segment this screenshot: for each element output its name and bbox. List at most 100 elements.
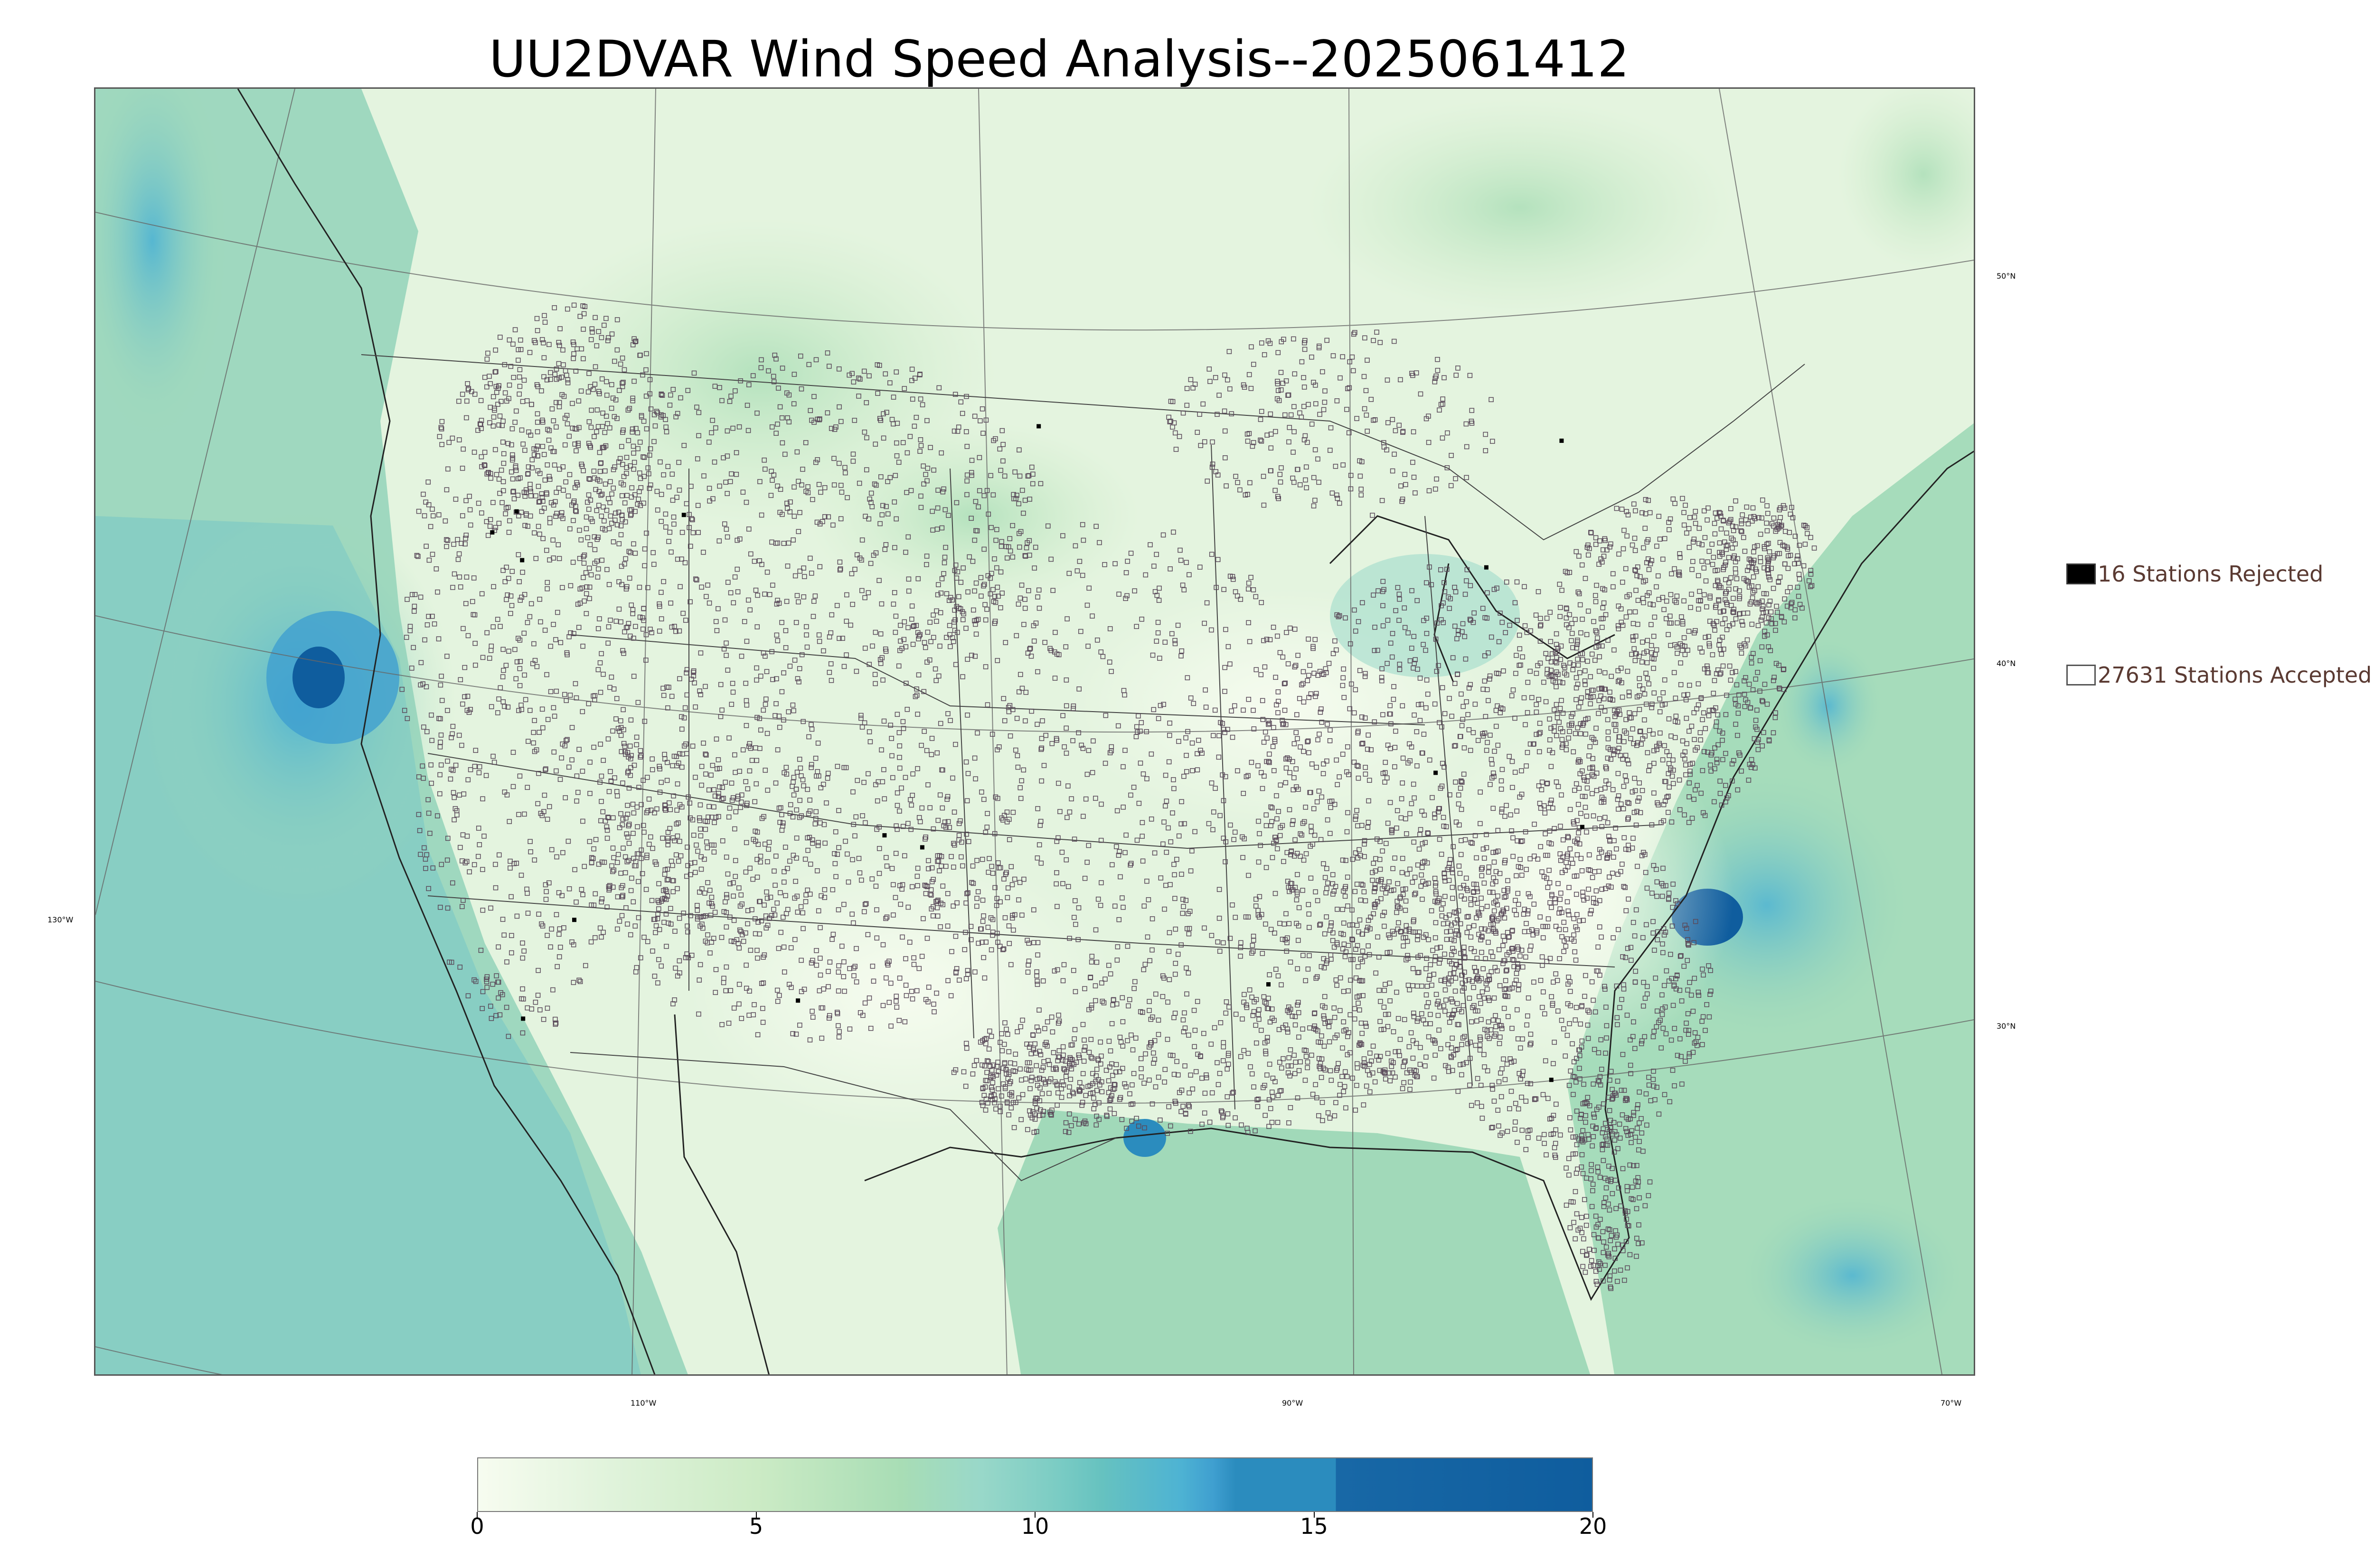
accepted-station-marker [1363, 671, 1368, 676]
accepted-station-marker [1397, 896, 1403, 901]
accepted-station-marker [1588, 530, 1593, 535]
accepted-station-marker [1385, 885, 1390, 891]
accepted-station-marker [1677, 954, 1683, 959]
accepted-station-marker [654, 488, 660, 494]
accepted-station-marker [1560, 711, 1566, 716]
accepted-station-marker [977, 455, 982, 460]
accepted-station-marker [1441, 823, 1447, 829]
accepted-station-marker [735, 589, 741, 594]
accepted-station-marker [1586, 609, 1591, 614]
accepted-station-marker [880, 677, 886, 683]
accepted-station-marker [866, 516, 872, 522]
accepted-station-marker [1385, 661, 1390, 666]
accepted-station-marker [892, 499, 897, 505]
accepted-station-marker [785, 563, 791, 569]
accepted-station-marker [591, 902, 597, 908]
accepted-station-marker [1680, 496, 1685, 501]
accepted-station-marker [1116, 723, 1121, 729]
accepted-station-marker [1295, 736, 1300, 742]
accepted-station-marker [960, 411, 965, 416]
accepted-station-marker [693, 576, 698, 582]
accepted-station-marker [1209, 627, 1214, 633]
accepted-station-marker [496, 995, 501, 1001]
accepted-station-marker [1657, 696, 1662, 702]
accepted-station-marker [545, 717, 551, 722]
accepted-station-marker [987, 856, 992, 861]
accepted-station-marker [1319, 794, 1324, 800]
accepted-station-marker [854, 552, 860, 557]
accepted-station-marker [1262, 664, 1268, 670]
accepted-station-marker [1720, 757, 1725, 762]
accepted-station-marker [845, 495, 850, 500]
accepted-station-marker [1603, 764, 1609, 770]
accepted-station-marker [956, 821, 962, 826]
accepted-station-marker [1536, 589, 1541, 594]
accepted-station-marker [1298, 744, 1303, 750]
accepted-station-marker [452, 795, 457, 800]
accepted-station-marker [1527, 741, 1533, 747]
accepted-station-marker [898, 622, 903, 628]
accepted-station-marker [1549, 905, 1554, 910]
accepted-station-marker [412, 609, 417, 614]
accepted-station-marker [852, 418, 857, 423]
accepted-station-marker [1223, 859, 1228, 864]
accepted-station-marker [1463, 656, 1469, 662]
accepted-station-marker [1696, 541, 1702, 546]
accepted-station-marker [1720, 621, 1725, 627]
accepted-station-marker [1131, 785, 1137, 790]
accepted-station-marker [1499, 620, 1505, 625]
accepted-station-marker [1141, 967, 1147, 972]
accepted-station-marker [1063, 644, 1069, 649]
accepted-station-marker [520, 1030, 526, 1036]
accepted-station-marker [532, 857, 537, 863]
accepted-station-marker [1103, 713, 1109, 718]
accepted-station-marker [1662, 701, 1668, 707]
accepted-station-marker [468, 767, 473, 772]
accepted-station-marker [1270, 744, 1276, 749]
accepted-station-marker [1714, 619, 1719, 624]
accepted-station-marker [1706, 641, 1712, 647]
accepted-station-marker [1720, 730, 1725, 736]
map-panel[interactable] [94, 87, 1975, 1376]
accepted-station-marker [1035, 855, 1040, 861]
accepted-station-marker [1093, 524, 1099, 529]
accepted-station-marker [1646, 590, 1652, 595]
accepted-station-marker [978, 418, 983, 423]
gulf-of-mexico-field [998, 1109, 1591, 1374]
accepted-station-marker [1264, 637, 1270, 642]
accepted-station-marker [1599, 886, 1605, 892]
accepted-station-marker [490, 394, 496, 399]
accepted-station-marker [836, 460, 842, 466]
southwest-calm-region [689, 848, 1116, 1133]
accepted-station-marker [615, 726, 621, 731]
accepted-station-marker [459, 541, 464, 546]
accepted-station-marker [1020, 488, 1025, 493]
accepted-station-marker [545, 817, 550, 822]
accepted-station-marker [1328, 805, 1333, 810]
accepted-station-marker [1623, 717, 1629, 723]
accepted-station-marker [780, 512, 785, 517]
accepted-station-marker [1035, 978, 1040, 984]
accepted-station-marker [1217, 813, 1223, 818]
accepted-station-marker [504, 959, 509, 965]
accepted-station-marker [1723, 597, 1728, 602]
accepted-station-marker [436, 636, 442, 642]
accepted-station-marker [604, 567, 610, 573]
accepted-station-marker [614, 522, 620, 527]
gulf-coast-wind-peak [1123, 1119, 1166, 1157]
accepted-station-marker [540, 923, 546, 929]
accepted-station-marker [951, 639, 956, 644]
accepted-station-marker [1468, 682, 1473, 687]
accepted-station-marker [1664, 616, 1669, 621]
accepted-station-marker [1464, 578, 1469, 583]
accepted-station-marker [595, 626, 601, 631]
accepted-station-marker [1766, 615, 1771, 620]
accepted-station-marker [879, 601, 885, 607]
accepted-station-marker [435, 813, 440, 818]
accepted-station-marker [916, 672, 922, 677]
accepted-station-marker [1360, 948, 1366, 954]
accepted-station-marker [1121, 764, 1126, 770]
accepted-station-marker [1215, 557, 1221, 562]
accepted-station-marker [1007, 837, 1012, 842]
accepted-station-marker [1571, 749, 1576, 754]
